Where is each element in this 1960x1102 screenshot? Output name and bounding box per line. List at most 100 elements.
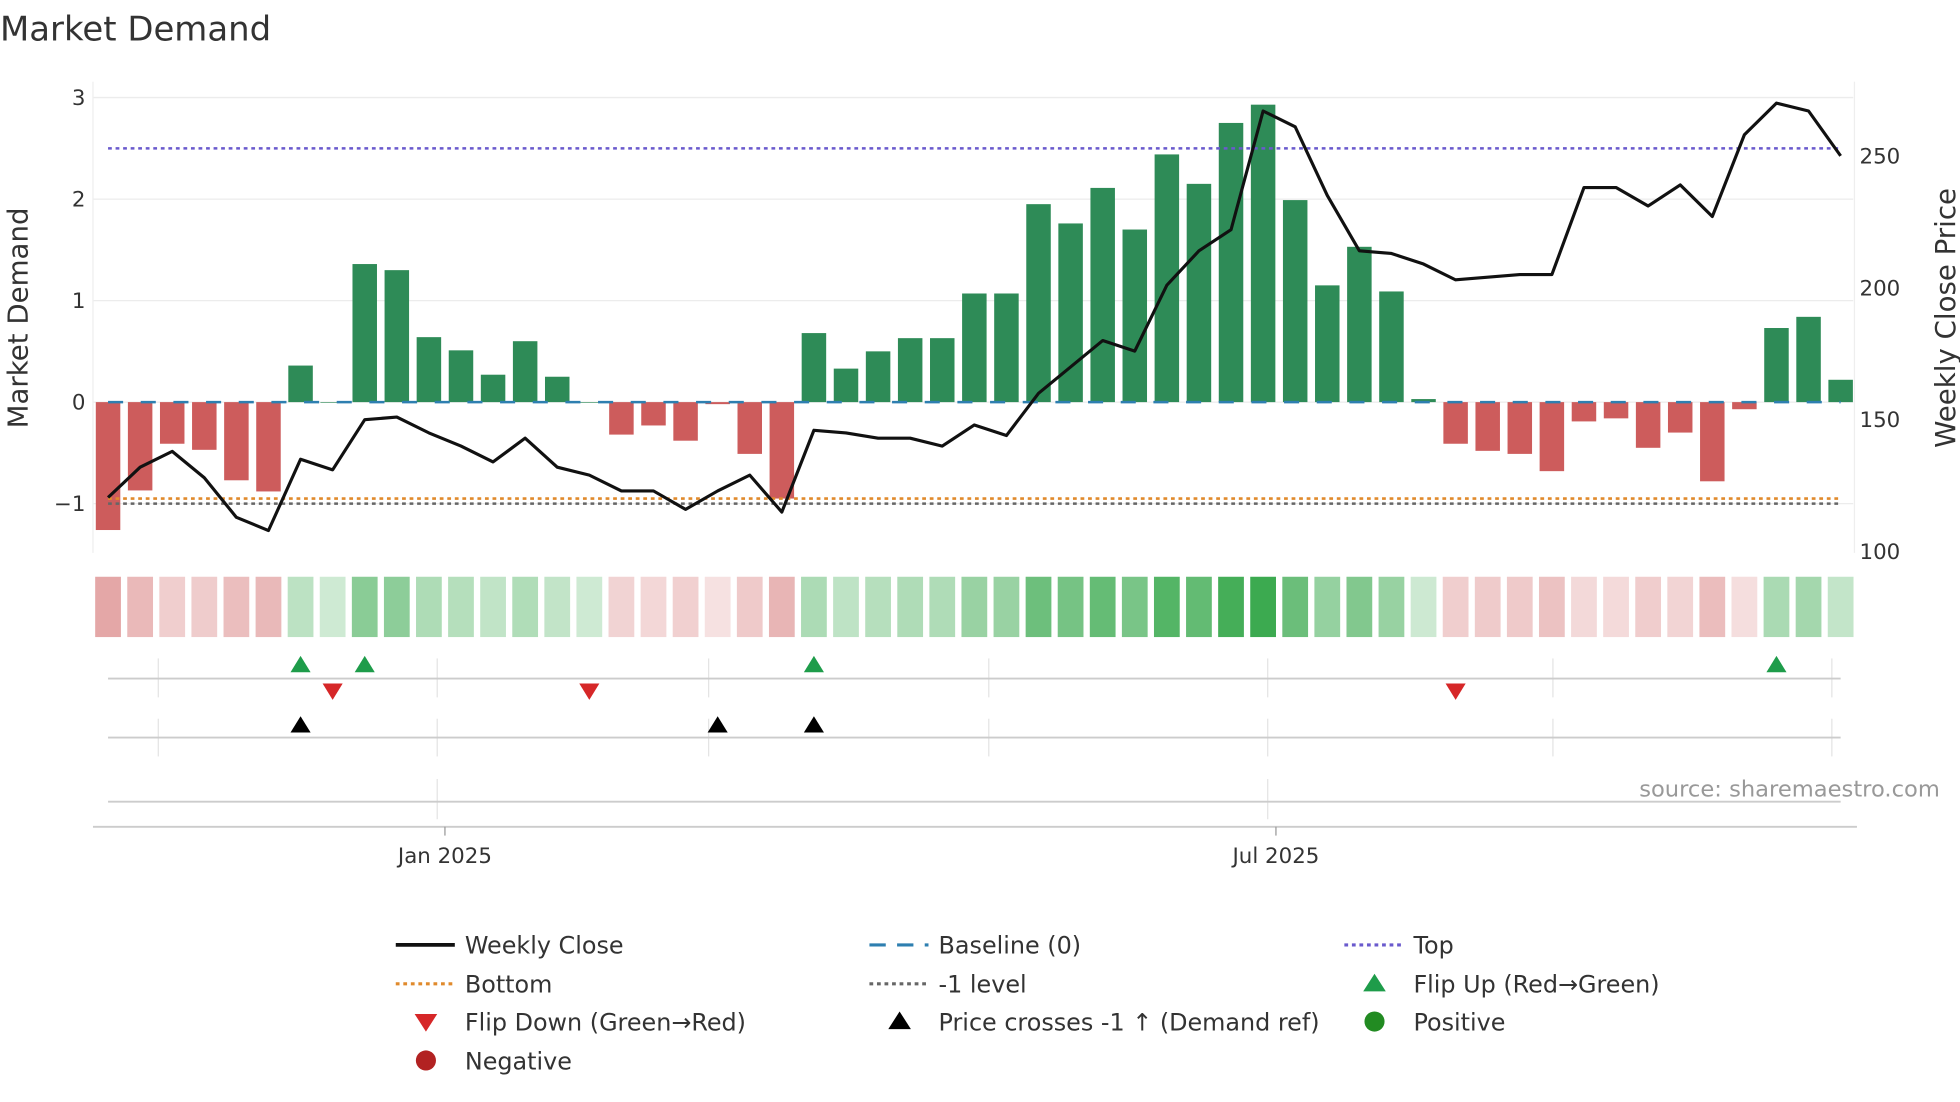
flip-down-marker [322, 683, 343, 700]
y2-tick-label: 250 [1859, 144, 1900, 169]
negative-bar [1539, 402, 1565, 472]
positive-bar [1379, 291, 1404, 403]
heatmap-cell [1795, 576, 1822, 638]
heatmap-cell [1121, 576, 1148, 638]
flip-down-marker [579, 683, 600, 700]
negative-bar [641, 402, 666, 426]
negative-bar [192, 402, 217, 450]
heatmap-cell [383, 576, 410, 638]
negative-bar [769, 402, 795, 499]
legend-item: Positive [1364, 1008, 1505, 1036]
positive-bar [930, 338, 955, 403]
positive-bar [384, 270, 410, 403]
negative-bar [256, 402, 281, 492]
legend: Weekly Close Baseline (0) Top Bottom -1 leve… [395, 932, 1660, 1075]
heatmap-cell [319, 576, 346, 638]
positive-bar [416, 337, 442, 403]
y-axis-label: Market Demand [2, 207, 35, 428]
heatmap-cell [1089, 576, 1116, 638]
heatmap-cell [351, 576, 378, 638]
heatmap-cell [1699, 576, 1726, 638]
y2-tick-label: 100 [1859, 540, 1900, 565]
legend-label: Flip Down (Green→Red) [465, 1008, 746, 1036]
heatmap-cell [1603, 576, 1629, 638]
heatmap-cell [640, 576, 667, 638]
heatmap-cell [736, 576, 763, 638]
legend-item: Bottom [395, 971, 552, 999]
positive-bar [962, 293, 987, 403]
heatmap-cell [512, 576, 539, 638]
positive-bar [320, 402, 345, 403]
heatmap-cell [1186, 576, 1212, 638]
heatmap-cell [768, 576, 795, 638]
source-label: source: sharemaestro.com [1639, 777, 1940, 803]
positive-bar [833, 368, 859, 403]
legend-item: Baseline (0) [869, 932, 1081, 960]
flip-up-marker [803, 655, 824, 673]
positive-bar [288, 365, 313, 403]
positive-bar [577, 402, 602, 403]
heatmap-cell [833, 576, 859, 638]
legend-item: -1 level [869, 971, 1027, 999]
heatmap-cell [1218, 576, 1244, 638]
heatmap-cell [1410, 576, 1437, 638]
legend-label: Weekly Close [465, 932, 624, 960]
heatmap-cell [1763, 576, 1790, 638]
negative-bar [1732, 402, 1757, 410]
heatmap-cell [1827, 576, 1854, 638]
heatmap-cell [544, 576, 571, 638]
heatmap-cell [929, 576, 956, 638]
y-tick-label: 2 [72, 188, 86, 213]
legend-item: Price crosses -1 ↑ (Demand ref) [888, 1008, 1320, 1036]
positive-bar [480, 374, 506, 403]
heatmap-cell [1057, 576, 1084, 638]
negative-bar [1667, 402, 1693, 433]
positive-bar [352, 264, 377, 403]
y2-axis-label: Weekly Close Price [1929, 188, 1960, 448]
positive-bar [512, 341, 538, 403]
heatmap-cell [1250, 576, 1276, 638]
heatmap-cell [95, 576, 121, 638]
legend-item: Negative [415, 1047, 572, 1075]
positive-bar [865, 351, 891, 403]
flip-up-marker [354, 655, 375, 673]
legend-triangle-down-icon [414, 1013, 438, 1032]
price-cross-marker [803, 716, 824, 733]
heatmap-cell [576, 576, 603, 638]
legend-label: Baseline (0) [939, 932, 1082, 960]
negative-bar [1603, 402, 1629, 419]
negative-bar [705, 402, 730, 405]
heatmap-cell [1538, 576, 1565, 638]
positive-bar [1250, 104, 1276, 403]
heatmap-cell [1474, 576, 1501, 638]
positive-bar [1026, 204, 1051, 403]
legend-item: Weekly Close [395, 932, 624, 960]
heatmap-cell [1346, 576, 1373, 638]
heatmap-cell [159, 576, 186, 638]
legend-circle-icon [1364, 1011, 1385, 1032]
positive-bar [1828, 379, 1853, 403]
legend-item: Flip Down (Green→Red) [414, 1008, 746, 1036]
heatmap-cell [1314, 576, 1341, 638]
positive-bar [1764, 328, 1789, 403]
positive-bar [801, 333, 827, 403]
negative-bar [1700, 402, 1725, 482]
price-cross-marker [707, 716, 728, 733]
positive-bar [897, 338, 923, 403]
positive-bar [994, 293, 1019, 403]
price-cross-marker [290, 716, 311, 733]
heatmap-cell [608, 576, 635, 638]
positive-bar [1315, 285, 1340, 403]
heatmap-cell [1153, 576, 1180, 638]
heatmap-cell [1731, 576, 1758, 638]
positive-bar [1796, 316, 1821, 403]
y-tick-label: 3 [72, 86, 86, 111]
positive-bar [448, 350, 474, 403]
x-tick-label: Jan 2025 [396, 844, 492, 869]
heatmap-cell [1442, 576, 1469, 638]
legend-circle-icon [415, 1050, 436, 1071]
negative-bar [1635, 402, 1661, 448]
heatmap-cell [1667, 576, 1694, 638]
negative-bar [224, 402, 249, 481]
